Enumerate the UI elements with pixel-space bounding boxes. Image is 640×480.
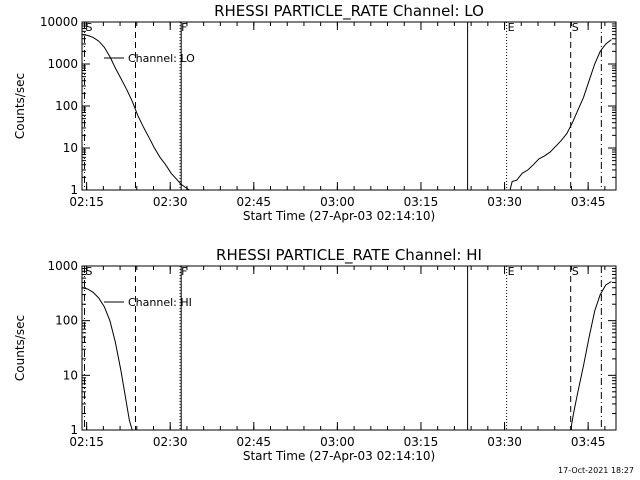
panel-1: RHESSI PARTICLE_RATE Channel: LO Counts/s… bbox=[13, 2, 617, 223]
x-tick-label: 03:15 bbox=[404, 195, 439, 209]
series-line-segment-2 bbox=[509, 39, 612, 191]
x-tick-label: 03:15 bbox=[404, 435, 439, 449]
x-tick-label: 02:30 bbox=[153, 195, 188, 209]
x-tick-label: 03:00 bbox=[320, 435, 355, 449]
chart-title: RHESSI PARTICLE_RATE Channel: LO bbox=[214, 2, 484, 21]
x-tick-label: 02:45 bbox=[236, 195, 271, 209]
x-tick-label: 03:30 bbox=[487, 195, 522, 209]
y-axis-label: Counts/sec bbox=[13, 73, 27, 139]
y-tick-label: 10 bbox=[63, 368, 78, 382]
marker-label: F bbox=[181, 21, 187, 34]
x-tick-label: 02:45 bbox=[236, 435, 271, 449]
x-tick-label: 02:15 bbox=[69, 435, 104, 449]
marker-label: S bbox=[86, 265, 93, 278]
x-tick-label: 03:45 bbox=[571, 195, 606, 209]
y-axis-label: Counts/sec bbox=[13, 315, 27, 381]
footer-timestamp: 17-Oct-2021 18:27 bbox=[558, 466, 634, 475]
marker-label: S bbox=[86, 21, 93, 34]
series-line-segment-1 bbox=[81, 34, 190, 191]
chart-title: RHESSI PARTICLE_RATE Channel: HI bbox=[216, 246, 482, 265]
series-line-segment-2 bbox=[570, 281, 612, 431]
legend-label: Channel: HI bbox=[128, 296, 192, 309]
y-tick-label: 1 bbox=[70, 183, 78, 197]
marker-label: S bbox=[572, 265, 579, 278]
x-tick-label: 03:30 bbox=[487, 435, 522, 449]
marker-label: S bbox=[572, 21, 579, 34]
y-tick-label: 100 bbox=[55, 314, 78, 328]
plot-frame bbox=[81, 21, 617, 191]
y-tick-label: 10000 bbox=[40, 15, 78, 29]
y-tick-label: 1000 bbox=[47, 57, 78, 71]
x-axis-label: Start Time (27-Apr-03 02:14:10) bbox=[243, 449, 435, 463]
y-tick-label: 1 bbox=[70, 423, 78, 437]
plot-frame bbox=[81, 265, 617, 431]
legend-label: Channel: LO bbox=[128, 52, 195, 65]
series-line-segment-1 bbox=[81, 287, 133, 431]
y-tick-label: 1000 bbox=[47, 259, 78, 273]
panel-2: RHESSI PARTICLE_RATE Channel: HI Counts/s… bbox=[13, 246, 617, 463]
marker-label: E bbox=[508, 21, 515, 34]
x-tick-label: 02:30 bbox=[153, 435, 188, 449]
marker-label: F bbox=[181, 265, 187, 278]
marker-label: E bbox=[508, 265, 515, 278]
y-tick-label: 10 bbox=[63, 141, 78, 155]
x-tick-label: 03:45 bbox=[571, 435, 606, 449]
x-axis-label: Start Time (27-Apr-03 02:14:10) bbox=[243, 209, 435, 223]
y-tick-label: 100 bbox=[55, 99, 78, 113]
x-tick-label: 02:15 bbox=[69, 195, 104, 209]
x-tick-label: 03:00 bbox=[320, 195, 355, 209]
